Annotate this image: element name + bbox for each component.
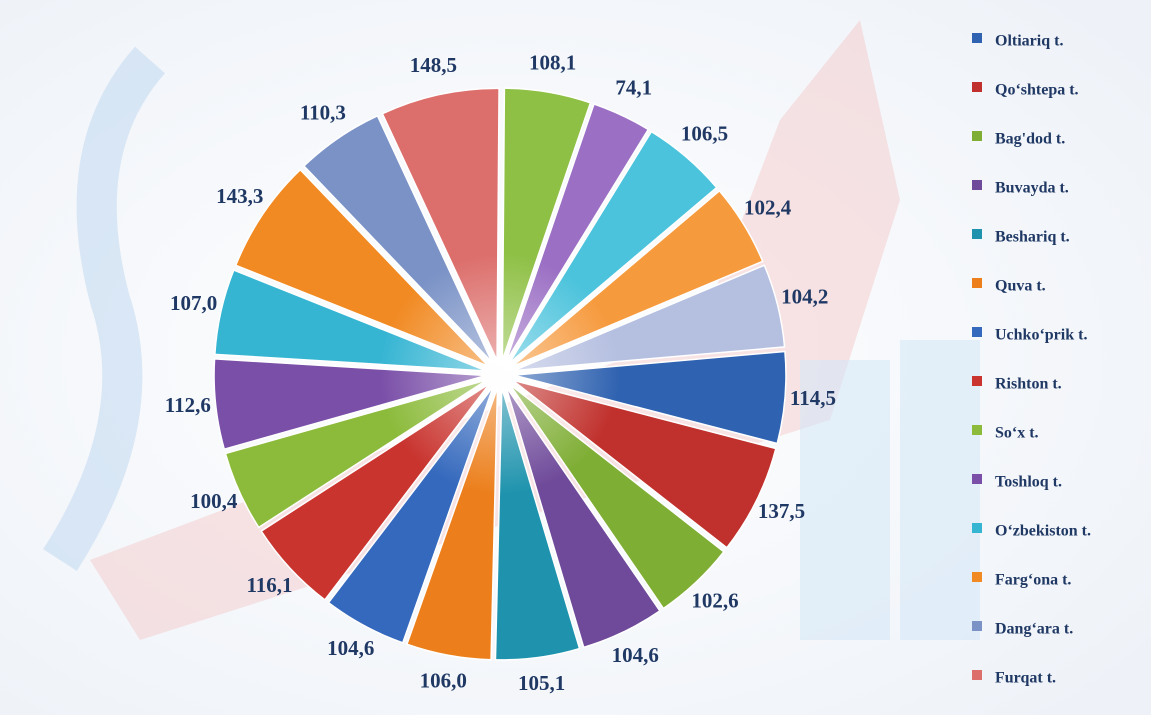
legend: Oltiariq t. Qo‘shtepa t. Bag'dod t. Buvayda… [972,33,1091,687]
data-label: 102,6 [691,589,738,613]
legend-label: So‘x t. [995,425,1039,442]
data-label: 137,5 [758,499,805,523]
legend-marker [972,82,982,92]
legend-marker [972,33,982,43]
pie: 114,5 137,5 102,6 104,6 105,1 106,0 104,6 116,1… [165,50,836,695]
legend-label: Bag'dod t. [995,131,1065,148]
legend-marker [972,572,982,582]
legend-marker [972,425,982,435]
legend-label: Quva t. [995,278,1046,295]
legend-marker [972,670,982,680]
data-label: 104,6 [327,636,374,660]
background-percent [43,46,166,571]
legend-label: Oltiariq t. [995,33,1063,50]
legend-marker [972,523,982,533]
data-label: 148,5 [410,53,457,77]
data-label: 107,0 [170,291,217,315]
data-label: 112,6 [165,393,211,417]
legend-label: Rishton t. [995,376,1062,393]
background-bar [900,340,980,640]
legend-label: O‘zbekiston t. [995,523,1091,540]
data-label: 108,1 [529,50,576,74]
legend-label: Toshloq t. [995,474,1062,491]
legend-marker [972,327,982,337]
legend-marker [972,621,982,631]
legend-label: Farg‘ona t. [995,572,1071,589]
data-label: 105,1 [518,671,565,695]
legend-marker [972,229,982,239]
legend-label: Uchko‘prik t. [995,327,1087,344]
legend-label: Buvayda t. [995,180,1069,197]
legend-marker [972,376,982,386]
data-label: 104,2 [781,284,828,308]
data-label: 106,5 [681,122,728,146]
data-label: 106,0 [420,669,467,693]
legend-marker [972,278,982,288]
data-label: 102,4 [744,196,792,220]
data-label: 116,1 [246,573,292,597]
data-label: 110,3 [300,101,346,125]
legend-label: Qo‘shtepa t. [995,82,1079,99]
background-bar [800,360,890,640]
legend-label: Besharіq t. [995,229,1070,246]
legend-marker [972,180,982,190]
legend-marker [972,131,982,141]
legend-label: Furqat t. [995,670,1056,687]
legend-label: Dang‘ara t. [995,621,1073,638]
data-label: 74,1 [615,76,652,100]
data-label: 104,6 [612,643,659,667]
data-label: 114,5 [790,386,836,410]
legend-marker [972,474,982,484]
data-label: 143,3 [216,184,263,208]
data-label: 100,4 [190,489,238,513]
center-shine [380,254,620,494]
